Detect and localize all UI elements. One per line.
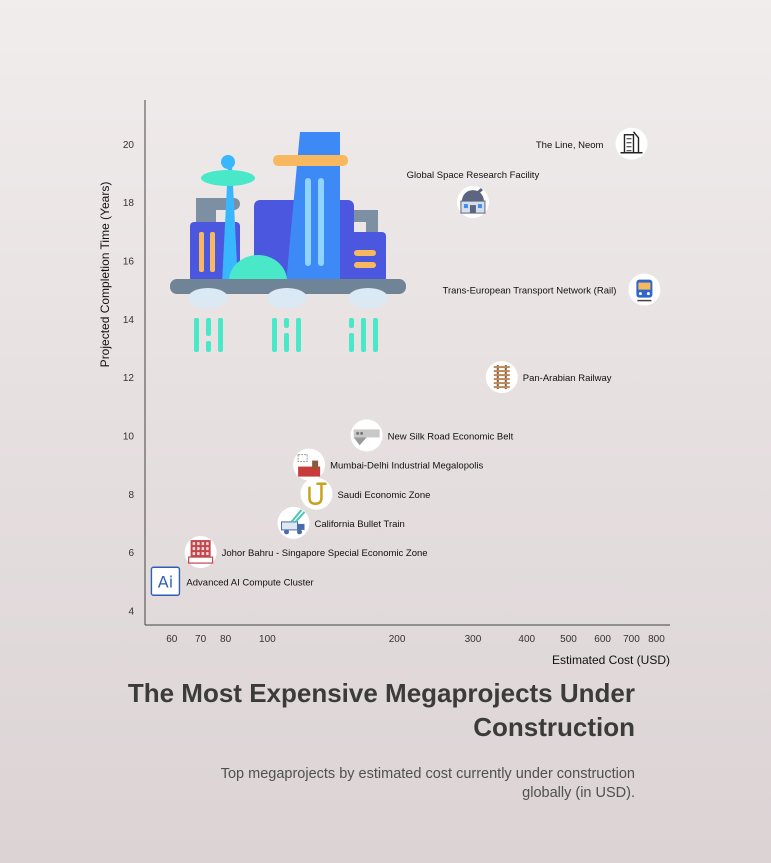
- silk-road-icon: [353, 429, 380, 446]
- point-label: New Silk Road Economic Belt: [388, 431, 514, 442]
- ai-icon: Ai: [150, 566, 181, 596]
- data-point: [456, 186, 489, 219]
- point-marker: [485, 361, 518, 394]
- point-marker: [615, 127, 648, 160]
- point-marker: [300, 477, 333, 510]
- chart-title: The Most Expensive Megaprojects Under Co…: [127, 678, 635, 742]
- data-point: [615, 127, 648, 160]
- data-points: The Line, Neom Global Space Research Faci…: [150, 127, 661, 596]
- y-axis-title: Projected Completion Time (Years): [98, 182, 112, 368]
- data-point: [350, 419, 383, 452]
- skyscraper-icon: [620, 131, 643, 154]
- x-axis-title: Estimated Cost (USD): [552, 653, 670, 667]
- megaproject-illustration-icon: [170, 132, 406, 352]
- observatory-icon: [460, 187, 486, 214]
- factory-icon: [297, 454, 321, 477]
- y-tick-label: 12: [123, 373, 135, 384]
- point-label: Mumbai-Delhi Industrial Megalopolis: [330, 461, 483, 472]
- point-label: Global Space Research Facility: [407, 170, 540, 181]
- arabic-letter-icon: [308, 482, 327, 506]
- data-point: [300, 477, 333, 510]
- y-tick-label: 18: [123, 198, 135, 209]
- y-tick-label: 4: [128, 606, 134, 617]
- point-label: Johor Bahru - Singapore Special Economic…: [222, 548, 428, 559]
- point-label: Trans-European Transport Network (Rail): [443, 286, 617, 297]
- y-tick-label: 14: [123, 315, 135, 326]
- data-point: [293, 448, 326, 481]
- y-tick-label: 16: [123, 256, 135, 267]
- chart-subtitle: Top megaprojects by estimated cost curre…: [220, 766, 635, 801]
- data-point: [485, 361, 518, 394]
- building-icon: [188, 540, 214, 564]
- data-point: [184, 536, 217, 569]
- axes: 60 70 80 100 200 300 400 500 600 700 800 4 6 8 10 12 14 1…: [98, 100, 670, 667]
- point-label: Advanced AI Compute Cluster: [186, 577, 313, 588]
- x-tick-label: 500: [560, 634, 577, 645]
- x-tick-label: 400: [518, 634, 535, 645]
- point-label: Saudi Economic Zone: [337, 490, 430, 501]
- railway-icon: [493, 365, 510, 390]
- x-tick-label: 600: [594, 634, 611, 645]
- data-point: [628, 273, 661, 306]
- y-tick-label: 8: [128, 490, 134, 501]
- x-tick-label: 100: [259, 634, 276, 645]
- y-tick-label: 6: [128, 548, 134, 559]
- point-label: Pan-Arabian Railway: [523, 373, 612, 384]
- data-point: Ai: [150, 566, 181, 596]
- x-tick-label: 200: [389, 634, 406, 645]
- x-tick-label: 80: [220, 634, 232, 645]
- scatter-chart: 60 70 80 100 200 300 400 500 600 700 800 4 6 8 10 12 14 1…: [98, 100, 670, 667]
- svg-text:Ai: Ai: [158, 572, 173, 591]
- data-point: [277, 506, 310, 539]
- y-tick-label: 10: [123, 431, 135, 442]
- construction-truck-icon: [281, 509, 306, 535]
- x-tick-label: 300: [465, 634, 482, 645]
- x-tick-label: 700: [623, 634, 640, 645]
- y-tick-label: 20: [123, 140, 135, 151]
- train-icon: [636, 279, 653, 302]
- point-label: California Bullet Train: [315, 519, 405, 530]
- x-tick-label: 60: [166, 634, 178, 645]
- point-label: The Line, Neom: [536, 140, 604, 151]
- x-tick-label: 70: [195, 634, 207, 645]
- x-tick-label: 800: [648, 634, 665, 645]
